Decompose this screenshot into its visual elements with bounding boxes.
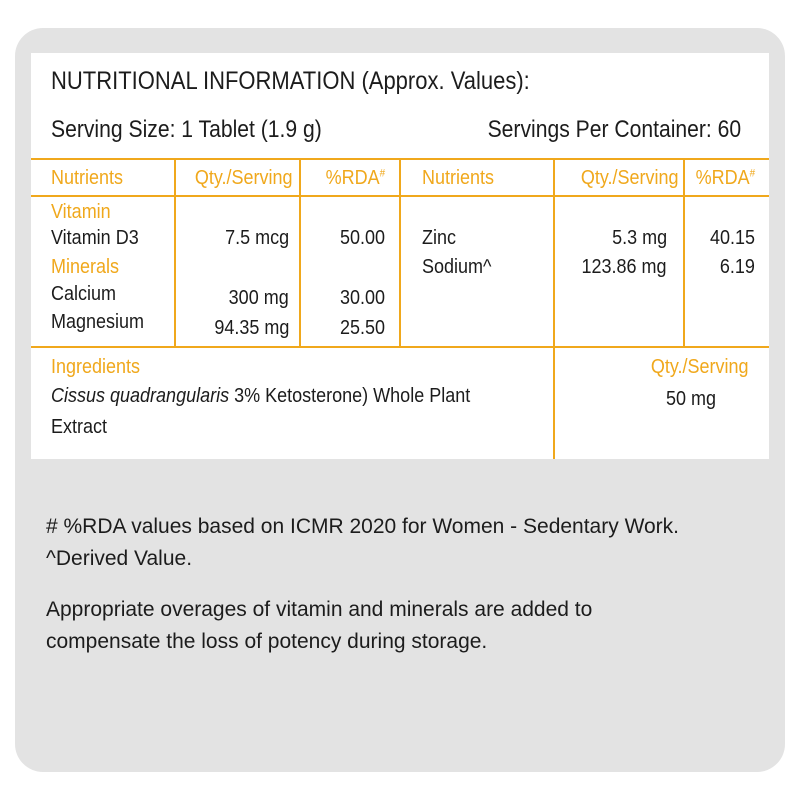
ingredients-top-border: [31, 346, 769, 348]
row-name: Zinc: [422, 227, 457, 249]
overages-line-2: compensate the loss of potency during st…: [46, 630, 488, 653]
divider-1: [174, 158, 176, 346]
header-qty-left: Qty./Serving: [195, 167, 293, 189]
row-rda: 30.00: [339, 287, 385, 309]
row-name: Calcium: [51, 283, 117, 305]
divider-5: [683, 158, 685, 346]
header-rda-left-mark: #: [379, 167, 385, 180]
rda-footnote: # %RDA values based on ICMR 2020 for Wom…: [46, 515, 680, 538]
header-rda-right-text: %RDA: [695, 167, 750, 189]
ingredient-name-rest: 3% Ketosterone) Whole Plant: [229, 385, 471, 407]
row-name: Magnesium: [51, 311, 145, 333]
row-qty: 7.5 mcg: [224, 227, 289, 249]
ingredient-name-line2: Extract: [51, 416, 108, 438]
ingredient-name-italic: Cissus quadrangularis: [51, 385, 230, 407]
header-rda-left-text: %RDA: [325, 167, 380, 189]
ingredients-qty-label: Qty./Serving: [651, 356, 749, 378]
header-nutrients-right: Nutrients: [422, 167, 495, 189]
servings-per-container: Servings Per Container: 60: [487, 116, 741, 143]
divider-2: [299, 158, 301, 346]
row-name: Vitamin D3: [51, 227, 139, 249]
group-vitamin: Vitamin: [51, 201, 111, 223]
ingredient-qty: 50 mg: [665, 388, 717, 410]
row-rda: 50.00: [339, 227, 385, 249]
row-rda: 25.50: [339, 317, 385, 339]
row-qty: 300 mg: [228, 287, 289, 309]
row-name: Sodium^: [422, 256, 492, 278]
serving-size: Serving Size: 1 Tablet (1.9 g): [51, 116, 322, 143]
row-rda: 6.19: [719, 256, 755, 278]
divider-3: [399, 158, 401, 346]
group-minerals: Minerals: [51, 256, 120, 278]
divider-4: [553, 158, 555, 459]
overages-line-1: Appropriate overages of vitamin and mine…: [46, 598, 593, 621]
row-rda: 40.15: [709, 227, 755, 249]
nutrition-card: NUTRITIONAL INFORMATION (Approx. Values)…: [31, 53, 769, 459]
header-qty-right: Qty./Serving: [581, 167, 679, 189]
ingredients-label: Ingredients: [51, 356, 141, 378]
header-rda-right: %RDA#: [695, 167, 755, 190]
ingredient-name: Cissus quadrangularis 3% Ketosterone) Wh…: [51, 385, 470, 408]
header-rda-left: %RDA#: [325, 167, 385, 190]
row-qty: 5.3 mg: [611, 227, 667, 249]
header-nutrients-left: Nutrients: [51, 167, 124, 189]
row-qty: 94.35 mg: [213, 317, 289, 339]
header-rda-right-mark: #: [749, 167, 755, 180]
row-qty: 123.86 mg: [581, 256, 667, 278]
derived-footnote: ^Derived Value.: [46, 547, 193, 570]
nutrition-title: NUTRITIONAL INFORMATION (Approx. Values)…: [51, 67, 530, 95]
